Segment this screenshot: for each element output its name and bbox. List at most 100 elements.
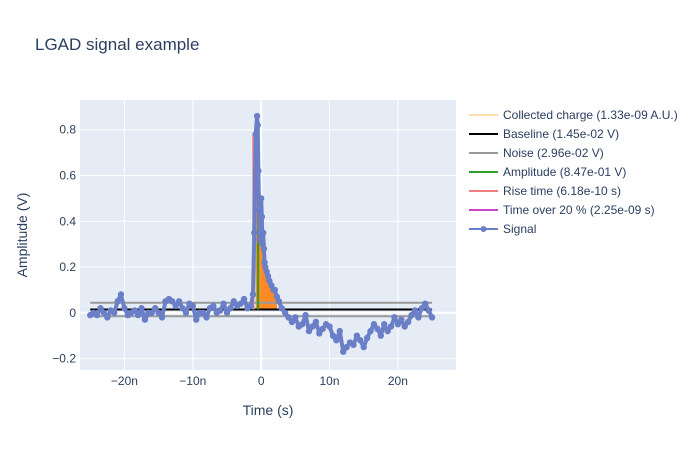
- legend-item: Collected charge (1.33e-09 A.U.): [469, 108, 678, 122]
- y-tick-label: 0: [69, 306, 76, 320]
- y-tick-label: 0.6: [59, 169, 76, 183]
- signal-point: [230, 298, 238, 305]
- signal-point: [251, 229, 258, 236]
- signal-point: [319, 325, 326, 333]
- legend-label: Baseline (1.45e-02 V): [503, 127, 619, 141]
- signal-point: [158, 314, 166, 321]
- signal-point: [374, 325, 381, 333]
- signal-point: [258, 213, 266, 220]
- signal-point: [340, 348, 347, 355]
- signal-point: [309, 323, 316, 330]
- signal-point: [210, 302, 217, 310]
- y-tick-label: 0.4: [59, 214, 76, 228]
- plot-area: [80, 100, 456, 370]
- signal-point: [422, 300, 429, 307]
- signal-point: [350, 341, 357, 349]
- signal-point: [252, 131, 259, 138]
- signal-point: [134, 311, 142, 319]
- y-tick-label: −0.2: [52, 352, 76, 366]
- signal-point: [148, 309, 155, 316]
- signal-point: [360, 343, 367, 351]
- x-tick-label: 0: [258, 374, 265, 388]
- signal-point: [121, 305, 128, 312]
- signal-point: [305, 327, 313, 335]
- signal-point: [275, 298, 283, 305]
- signal-point: [370, 321, 378, 328]
- signal-point: [175, 298, 183, 305]
- signal-point: [253, 112, 261, 120]
- x-tick-label: 20n: [388, 374, 408, 388]
- legend-label: Collected charge (1.33e-09 A.U.): [503, 108, 678, 122]
- signal-point: [377, 332, 384, 339]
- signal-point: [428, 314, 436, 321]
- legend-item: Signal: [469, 222, 536, 236]
- signal-point: [152, 305, 159, 312]
- charge-area: [255, 116, 277, 310]
- signal-series: [87, 112, 436, 355]
- x-axis-title: Time (s): [243, 402, 294, 418]
- signal-point: [336, 327, 343, 335]
- signal-point: [288, 318, 296, 326]
- signal-point: [220, 300, 227, 307]
- legend-item: Amplitude (8.47e-01 V): [469, 165, 626, 179]
- y-tick-labels: −0.2 0 0.2 0.4 0.6 0.8: [52, 123, 76, 366]
- signal-point: [97, 305, 104, 312]
- x-tick-label: −10n: [179, 374, 206, 388]
- signal-point: [100, 309, 108, 316]
- signal-point: [110, 309, 118, 316]
- signal-point: [193, 316, 200, 323]
- signal-point: [384, 327, 391, 335]
- signal-point: [387, 323, 395, 330]
- collected-charge-fill: [255, 116, 277, 310]
- y-tick-label: 0.2: [59, 260, 76, 274]
- signal-point: [357, 337, 364, 344]
- signal-point: [333, 337, 340, 344]
- x-tick-label: −20n: [111, 374, 138, 388]
- legend-item: Rise time (6.18e-10 s): [469, 184, 621, 198]
- chart-title: LGAD signal example: [35, 35, 199, 54]
- signal-point: [104, 314, 111, 321]
- signal-point: [247, 302, 255, 310]
- signal-point: [169, 298, 176, 305]
- signal-point: [216, 307, 224, 314]
- signal-point: [141, 316, 149, 323]
- signal-point: [418, 305, 426, 312]
- signal-point: [189, 302, 196, 310]
- signal-point: [155, 309, 162, 316]
- signal-point: [93, 311, 101, 319]
- signal-point: [138, 305, 145, 312]
- signal-point: [199, 309, 207, 316]
- signal-point: [326, 323, 333, 330]
- signal-point: [408, 311, 415, 319]
- signal-point: [353, 332, 361, 339]
- signal-point: [285, 314, 292, 321]
- signal-point: [260, 245, 268, 252]
- signal-point: [281, 309, 289, 316]
- signal-point: [316, 330, 323, 337]
- y-axis-title: Amplitude (V): [14, 193, 30, 278]
- signal-point: [255, 206, 263, 214]
- signal-point: [411, 307, 419, 314]
- signal-point: [329, 332, 337, 339]
- signal-point: [223, 309, 231, 316]
- legend-item: Time over 20 % (2.25e-09 s): [469, 203, 655, 217]
- x-tick-label: 10n: [320, 374, 340, 388]
- signal-point: [398, 316, 405, 323]
- signal-point: [298, 321, 306, 328]
- signal-point: [260, 229, 267, 236]
- y-tick-label: 0.8: [59, 123, 76, 137]
- signal-point: [240, 295, 248, 303]
- signal-point: [404, 318, 412, 326]
- legend-item: Noise (2.96e-02 V): [469, 146, 604, 160]
- signal-point: [391, 314, 398, 321]
- signal-point: [271, 286, 279, 294]
- signal-point: [172, 302, 179, 310]
- signal-point: [257, 222, 264, 230]
- signal-point: [302, 311, 309, 319]
- signal-point: [227, 305, 234, 312]
- signal-point: [292, 314, 299, 321]
- signal-point: [179, 305, 186, 312]
- legend-label: Rise time (6.18e-10 s): [503, 184, 621, 198]
- legend-label: Amplitude (8.47e-01 V): [503, 165, 626, 179]
